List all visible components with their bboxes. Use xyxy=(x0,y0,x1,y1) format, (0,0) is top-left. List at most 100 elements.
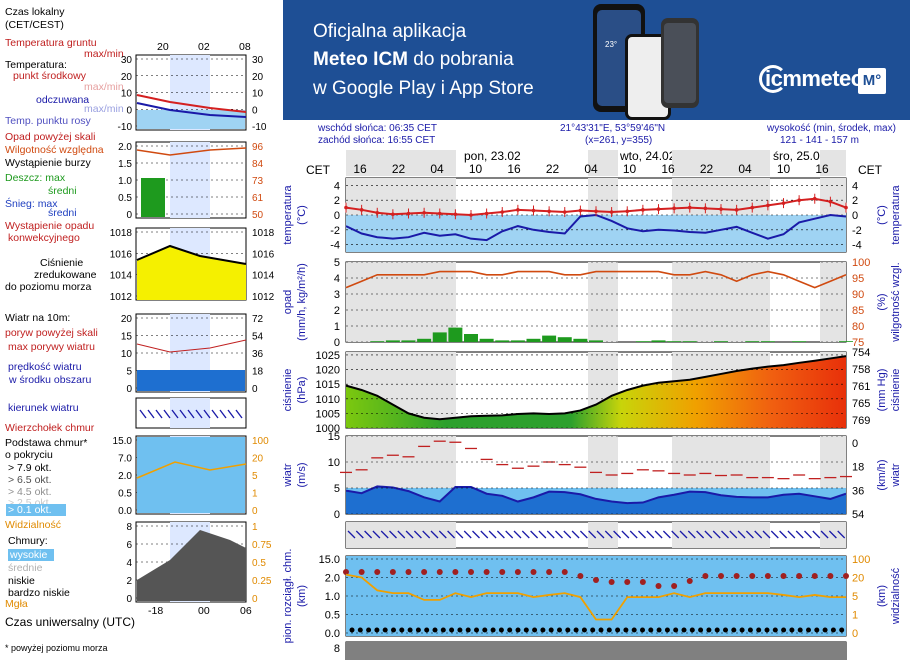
y-tick-label: 15 xyxy=(328,431,340,443)
mini-tick-label: 1016 xyxy=(110,249,133,260)
cloud-base-point xyxy=(789,627,795,633)
clouds-heading: Chmury: xyxy=(8,535,48,547)
mini-tick-label: 0.75 xyxy=(252,540,272,551)
y2-tick-label: 95 xyxy=(852,273,864,285)
cloud-base-point xyxy=(366,627,372,633)
mini-tick-label: 1.0 xyxy=(118,176,132,187)
wind-arrow xyxy=(837,530,846,539)
axis-title: (°C) xyxy=(296,205,308,225)
cloud-top-point xyxy=(827,573,834,579)
mini-tick-label: 2.0 xyxy=(118,142,132,153)
mini-tick-label: 2 xyxy=(126,576,132,587)
temp-mid-sub: max/min xyxy=(84,81,124,93)
sunrise-text: wschód słońca: 06:35 CET xyxy=(318,123,437,134)
mini-tick-label: 5 xyxy=(126,367,132,378)
cloud-base-point xyxy=(631,627,637,633)
wind-arrow xyxy=(604,530,613,539)
wind-arrow xyxy=(555,530,563,539)
pressure-label-1: Ciśnienie xyxy=(40,257,84,269)
wind-arrow xyxy=(613,530,622,539)
y2-tick-label: 769 xyxy=(852,415,870,427)
cloud-top-point xyxy=(468,569,474,575)
wind-arrow xyxy=(480,530,489,539)
mini-tick-label: 1 xyxy=(252,489,258,500)
wind-arrow xyxy=(521,530,530,539)
series-line-humidity xyxy=(345,270,847,289)
local-time-label: Czas lokalny xyxy=(5,6,65,18)
y2-tick-label: 18 xyxy=(852,462,864,474)
night-shading xyxy=(588,150,618,176)
mini-tick-label: 1014 xyxy=(252,271,275,282)
pressure-label-2: zredukowane xyxy=(34,269,97,281)
wind-arrow xyxy=(712,530,721,539)
y2-tick-label: 54 xyxy=(852,509,864,521)
y-tick-label: 2 xyxy=(334,195,340,207)
precip-bar xyxy=(745,341,760,342)
wind-arrow xyxy=(812,530,821,539)
wind-arrow xyxy=(505,530,514,539)
axis-title: pion. rozciągł. chm. xyxy=(282,549,294,644)
mini-wind-arrow xyxy=(155,409,163,419)
mini-tick-label: 0 xyxy=(252,384,258,395)
wind-arrow xyxy=(397,530,406,539)
app-promo-banner[interactable]: Oficjalna aplikacja Meteo ICM do pobrani… xyxy=(283,0,910,120)
cloud-top-point xyxy=(358,569,365,575)
mini-tick-label: 0.0 xyxy=(118,506,132,517)
y-tick-label: 1020 xyxy=(316,365,340,377)
mini-tick-label: 10 xyxy=(121,349,133,360)
series-line-pressure xyxy=(345,355,847,421)
y-tick-label: 3 xyxy=(334,289,340,301)
snow-avg-label: średni xyxy=(48,207,77,219)
wind-arrow xyxy=(588,530,597,539)
series-line-visibility xyxy=(345,573,846,621)
ground-temp-label: Temperatura gruntu xyxy=(5,37,97,49)
y-tick-label: 4 xyxy=(334,180,340,192)
mini-tick-label: 18 xyxy=(252,367,264,378)
mini-tick-label: 0 xyxy=(126,594,132,605)
mini-tick-label: 20 xyxy=(252,454,264,465)
mini-rain-bars xyxy=(141,178,165,217)
cloud-base-point xyxy=(540,627,546,633)
y-tick-label: 1010 xyxy=(316,394,340,406)
mini-cloud-fill xyxy=(137,437,245,513)
temp-point xyxy=(781,201,786,205)
temp-point xyxy=(375,210,380,215)
mini-tick-label: 1.5 xyxy=(118,159,132,170)
mini-visibility-line xyxy=(136,461,247,479)
cloud-top-point xyxy=(718,573,724,579)
wind-arrow xyxy=(729,530,738,539)
phone-mockup-3 xyxy=(661,18,699,108)
y2-tick-label: 0 xyxy=(852,628,858,640)
cloud-base-point xyxy=(548,627,554,633)
cloud-top-point xyxy=(577,573,584,579)
precip-bar xyxy=(667,341,682,342)
mini-tick-label: 10 xyxy=(252,89,264,100)
wind-arrow xyxy=(422,530,431,539)
temp-point xyxy=(594,209,598,214)
cloud-base-point xyxy=(532,627,538,633)
precip-bar xyxy=(589,340,603,342)
wind-arrow xyxy=(430,530,439,539)
mini-wind-arrow xyxy=(163,409,171,419)
temp-point xyxy=(516,208,520,212)
mini-tick-label: 0 xyxy=(252,105,258,116)
cloud-base-point xyxy=(772,627,778,633)
temp-point xyxy=(734,208,739,212)
y2-tick-label: 90 xyxy=(852,289,864,301)
temp-point xyxy=(641,208,645,212)
top-tick: 02 xyxy=(198,41,210,53)
wind-arrow xyxy=(579,530,588,539)
cloud-top-point xyxy=(514,569,521,575)
cloud-top-point xyxy=(624,579,631,585)
wind-arrow xyxy=(704,530,713,539)
precip-bar xyxy=(760,341,775,342)
dew-point-label: Temp. punktu rosy xyxy=(5,115,91,127)
mini-tick-label: 10 xyxy=(121,89,133,100)
y2-tick-label: 75 xyxy=(852,337,864,349)
mini-tick-label: 0.5 xyxy=(252,558,266,569)
mini-tick-label: 1018 xyxy=(252,228,275,239)
precip-bar xyxy=(385,340,400,342)
y-tick-label: 0.5 xyxy=(325,610,340,622)
wind-arrow xyxy=(679,530,688,539)
wind-arrow xyxy=(355,530,364,539)
